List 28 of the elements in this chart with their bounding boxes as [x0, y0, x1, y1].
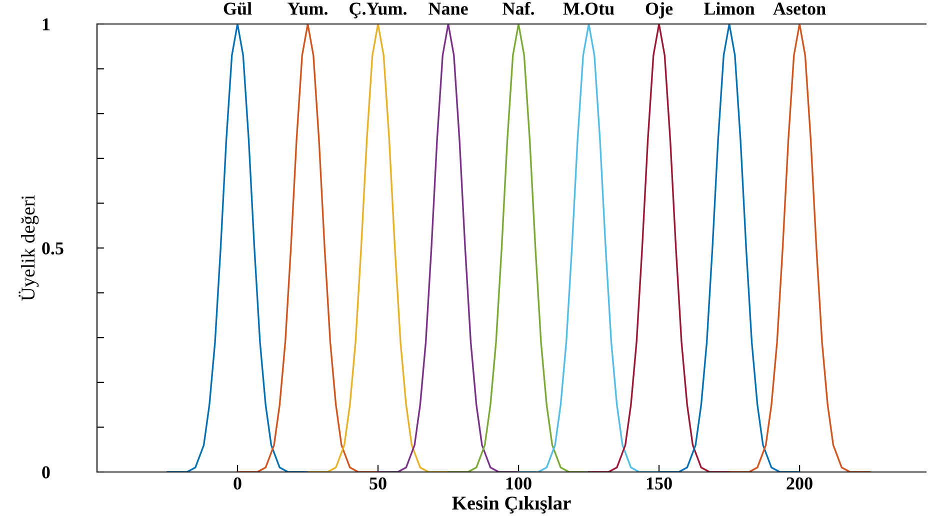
line-series: [658, 24, 800, 472]
x-tick-label: 0: [234, 477, 242, 490]
line-series: [728, 24, 871, 472]
series-label: Yum.: [288, 2, 328, 15]
y-tick-label: 0.5: [42, 242, 64, 255]
x-tick-label: 150: [646, 477, 672, 490]
line-series: [447, 24, 590, 472]
series-label: Ç.Yum.: [350, 2, 406, 18]
line-series: [236, 24, 379, 472]
y-tick-label: 0: [42, 466, 50, 478]
series-label: Gül: [224, 2, 252, 15]
series-label: Naf.: [502, 2, 534, 15]
series-label: Nane: [428, 2, 468, 15]
line-series: [377, 24, 520, 472]
y-tick-label: 1: [42, 18, 50, 30]
line-series: [588, 24, 730, 472]
line-series: [166, 24, 309, 472]
series-label: M.Otu: [563, 2, 614, 15]
series-label: Limon: [704, 2, 755, 15]
x-axis-title: Kesin Çıkışlar: [452, 496, 571, 514]
series-label: Aseton: [773, 2, 826, 15]
x-tick-label: 50: [370, 477, 386, 490]
x-tick-label: 100: [506, 477, 532, 490]
series-label: Oje: [646, 2, 673, 18]
line-series: [518, 24, 660, 472]
x-tick-label: 200: [786, 477, 812, 490]
y-axis-title: Üyelik değeri: [18, 195, 39, 301]
line-series: [306, 24, 450, 472]
